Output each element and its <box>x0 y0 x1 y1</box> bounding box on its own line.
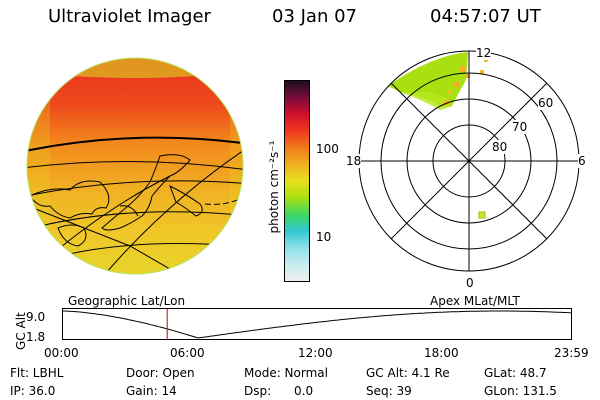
mode-info: Mode: Normal <box>244 366 328 380</box>
altitude-tick-high: 9.0 <box>26 310 46 324</box>
time-tick-0000: 00:00 <box>44 346 79 360</box>
time-tick-2359: 23:59 <box>554 346 589 360</box>
colorbar-tick-10: 10 <box>316 230 332 244</box>
ip-info: IP: 36.0 <box>10 384 56 398</box>
image-date: 03 Jan 07 <box>272 6 357 27</box>
instrument-title: Ultraviolet Imager <box>48 6 211 27</box>
glat-info: GLat: 48.7 <box>484 366 547 380</box>
filter-info: Flt: LBHL <box>10 366 64 380</box>
orbit-altitude-timeline <box>62 308 572 340</box>
polar-aurora-spot <box>478 211 486 219</box>
earth-disk <box>27 58 243 274</box>
altitude-curve <box>62 310 572 339</box>
mlat-label-60: 60 <box>538 96 554 110</box>
mlt-label-6: 6 <box>578 154 586 168</box>
mlat-label-70: 70 <box>512 120 528 134</box>
mlt-label-18: 18 <box>346 154 362 168</box>
altitude-tick-low: 1.8 <box>26 330 46 344</box>
geographic-section-label: Geographic Lat/Lon <box>68 294 186 308</box>
door-info: Door: Open <box>126 366 195 380</box>
intensity-colorbar <box>284 80 310 282</box>
seq-info: Seq: 39 <box>366 384 412 398</box>
polar-mlat-mlt-plot <box>358 50 580 272</box>
glon-info: GLon: 131.5 <box>484 384 557 398</box>
time-tick-1200: 12:00 <box>298 346 333 360</box>
geographic-earth-image <box>26 57 244 275</box>
image-time: 04:57:07 UT <box>430 6 541 27</box>
time-tick-0600: 06:00 <box>170 346 205 360</box>
gc-alt-info: GC Alt: 4.1 Re <box>366 366 450 380</box>
time-tick-1800: 18:00 <box>424 346 459 360</box>
gain-info: Gain: 14 <box>126 384 177 398</box>
colorbar-tick-100: 100 <box>316 142 339 156</box>
colorbar-units-label: photon cm⁻²s⁻¹ <box>267 140 281 234</box>
mlat-label-80: 80 <box>492 140 508 154</box>
mlt-label-0: 0 <box>466 276 474 290</box>
mlt-label-12: 12 <box>476 46 492 60</box>
apex-section-label: Apex MLat/MLT <box>430 294 520 308</box>
dsp-info: Dsp: 0.0 <box>244 384 314 398</box>
